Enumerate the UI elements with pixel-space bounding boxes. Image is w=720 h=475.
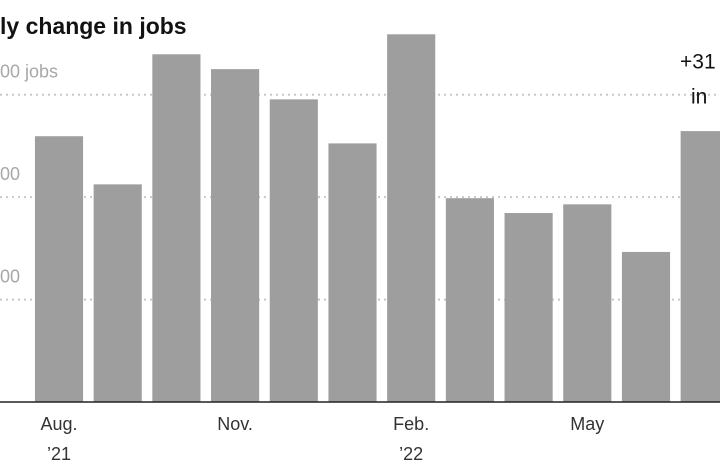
x-tick-label: May	[570, 414, 604, 434]
annotation: in	[691, 86, 707, 109]
x-tick-label: Aug.	[40, 414, 77, 434]
y-tick-label: 00	[0, 266, 20, 286]
y-tick-label: 00	[0, 164, 20, 184]
chart-title: ly change in jobs	[0, 13, 187, 39]
bar	[328, 143, 377, 402]
bar	[504, 213, 553, 402]
bar	[387, 34, 436, 403]
bar	[93, 184, 142, 402]
bar	[563, 204, 612, 402]
x-tick-label: ’21	[47, 444, 71, 464]
bar	[269, 99, 318, 402]
x-tick-label: Feb.	[393, 414, 429, 434]
bar	[152, 54, 201, 402]
annotation: +31	[680, 51, 716, 74]
bar	[445, 198, 494, 402]
x-tick-label: Nov.	[217, 414, 253, 434]
y-tick-label: 00 jobs	[0, 61, 58, 81]
bar	[211, 69, 260, 402]
x-tick-label: ’22	[399, 444, 423, 464]
bar	[34, 136, 84, 402]
bar	[680, 131, 720, 402]
bar	[621, 251, 671, 402]
